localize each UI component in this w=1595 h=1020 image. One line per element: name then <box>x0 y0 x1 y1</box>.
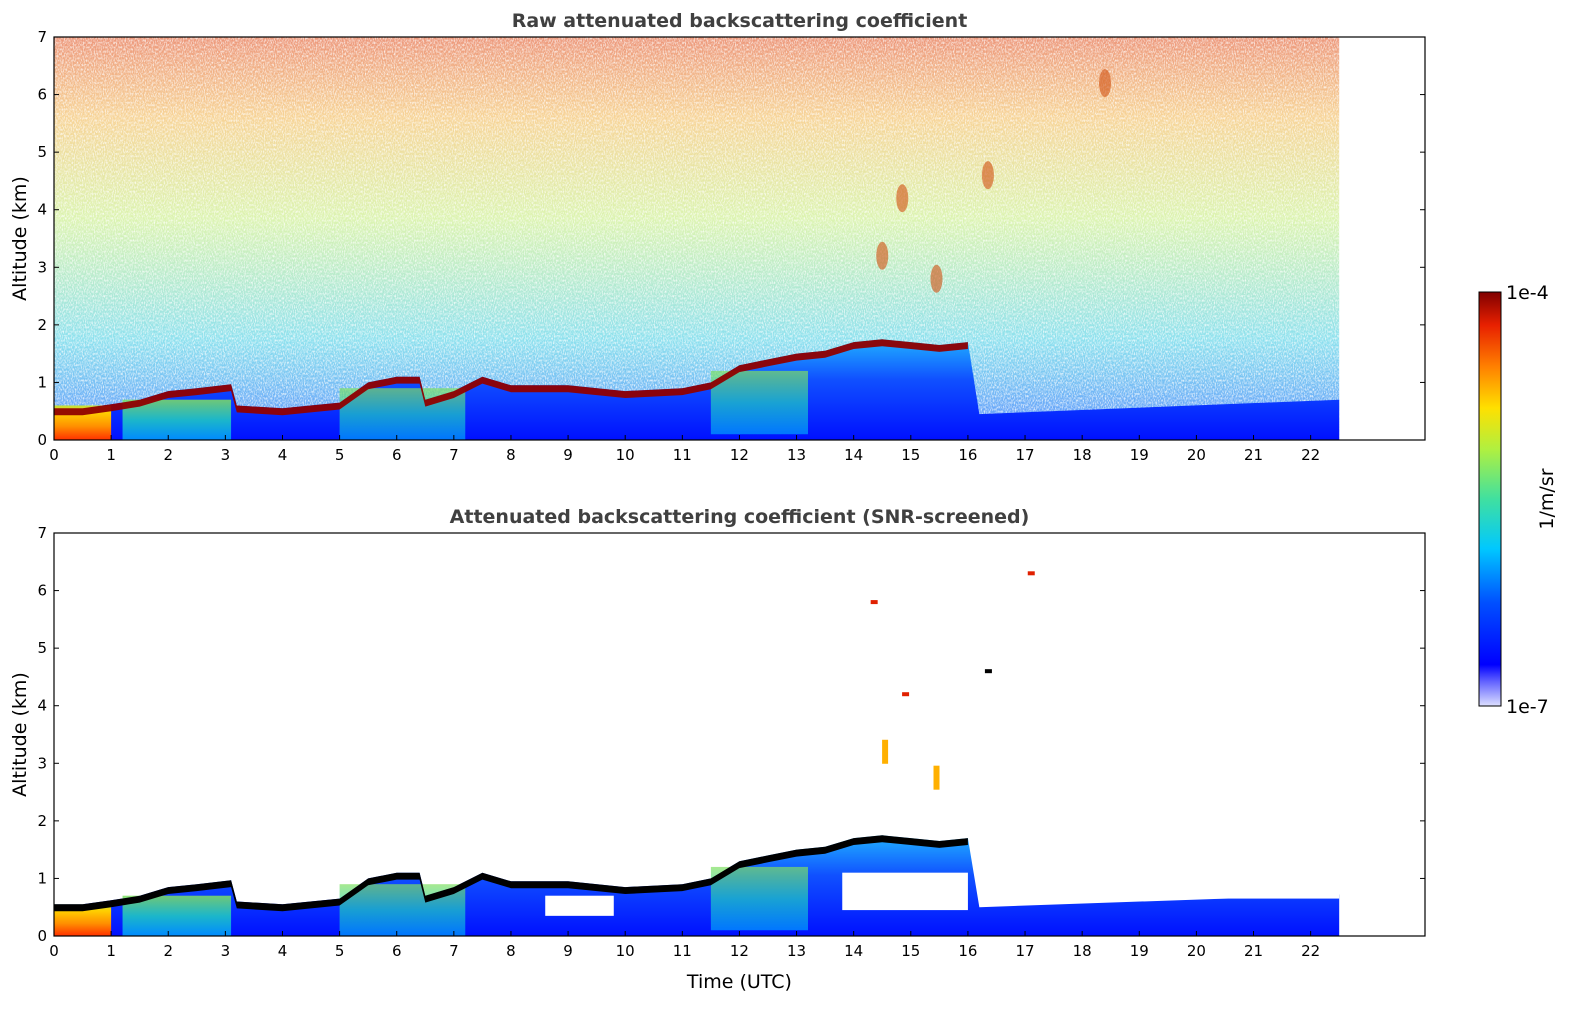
x-tick-label: 7 <box>449 942 459 960</box>
screened-gap <box>979 866 1340 899</box>
x-tick-label: 3 <box>221 446 231 464</box>
x-tick-label: 15 <box>901 942 920 960</box>
y-tick-label: 0 <box>37 927 47 945</box>
colorbar-max-label: 1e-4 <box>1506 282 1549 304</box>
screened-gap <box>545 895 614 916</box>
x-tick-label: 4 <box>278 942 288 960</box>
mixed-layer-3 <box>710 866 808 931</box>
x-tick-label: 11 <box>673 942 692 960</box>
x-tick-label: 1 <box>106 942 116 960</box>
cloud-feature <box>930 264 943 293</box>
x-tick-label: 20 <box>1187 942 1206 960</box>
x-tick-label: 14 <box>844 446 863 464</box>
x-tick-label: 8 <box>506 942 516 960</box>
y-tick-label: 5 <box>37 639 47 657</box>
x-tick-label: 21 <box>1244 446 1263 464</box>
colorbar-unit-label: 1/m/sr <box>1536 468 1558 529</box>
y-tick-label: 1 <box>37 869 47 887</box>
mixed-layer <box>122 895 232 936</box>
x-tick-label: 14 <box>844 942 863 960</box>
x-tick-label: 8 <box>506 446 516 464</box>
y-axis-label: Altitude (km) <box>9 176 31 301</box>
x-tick-label: 6 <box>392 446 402 464</box>
panel-title: Attenuated backscattering coefficient (S… <box>450 506 1030 528</box>
panel-title: Raw attenuated backscattering coefficien… <box>512 10 968 32</box>
raw-backscatter-panel: Raw attenuated backscattering coefficien… <box>9 10 1426 464</box>
y-tick-label: 3 <box>37 258 47 276</box>
x-tick-label: 2 <box>163 446 173 464</box>
x-tick-label: 9 <box>563 446 573 464</box>
x-tick-label: 18 <box>1073 942 1092 960</box>
y-tick-label: 4 <box>37 697 47 715</box>
x-tick-label: 0 <box>49 446 59 464</box>
snr-screened-panel: Attenuated backscattering coefficient (S… <box>9 506 1426 993</box>
x-tick-label: 22 <box>1301 942 1320 960</box>
colorbar-min-label: 1e-7 <box>1506 696 1549 718</box>
x-tick-label: 6 <box>392 942 402 960</box>
x-tick-label: 13 <box>787 942 806 960</box>
cloud-feature <box>870 600 878 605</box>
y-tick-label: 7 <box>37 524 47 542</box>
y-tick-label: 0 <box>37 431 47 449</box>
cloud-feature <box>1027 571 1035 576</box>
colorbar: 1e-4 1e-7 1/m/sr <box>1478 282 1558 718</box>
x-tick-label: 17 <box>1015 446 1034 464</box>
x-tick-label: 12 <box>730 446 749 464</box>
y-axis-label: Altitude (km) <box>9 672 31 797</box>
x-tick-label: 22 <box>1301 446 1320 464</box>
screened-gap <box>842 872 968 911</box>
cloud-feature <box>984 669 992 674</box>
x-tick-label: 20 <box>1187 446 1206 464</box>
cloud-feature <box>876 241 889 270</box>
cloud-feature <box>1099 69 1112 98</box>
y-tick-label: 7 <box>37 28 47 46</box>
noise-speckle <box>54 37 1340 440</box>
cloud-feature <box>933 765 940 790</box>
x-tick-label: 0 <box>49 942 59 960</box>
y-tick-label: 6 <box>37 582 47 600</box>
y-tick-label: 2 <box>37 316 47 334</box>
y-tick-label: 6 <box>37 86 47 104</box>
x-tick-label: 1 <box>106 446 116 464</box>
x-tick-label: 18 <box>1073 446 1092 464</box>
x-tick-label: 5 <box>335 942 345 960</box>
x-tick-label: 4 <box>278 446 288 464</box>
x-tick-label: 16 <box>958 942 977 960</box>
x-tick-label: 13 <box>787 446 806 464</box>
x-tick-label: 7 <box>449 446 459 464</box>
cloud-feature <box>981 161 994 190</box>
x-tick-label: 5 <box>335 446 345 464</box>
x-tick-label: 10 <box>616 942 635 960</box>
mixed-layer-3 <box>710 370 808 435</box>
cloud-feature <box>882 739 889 764</box>
x-tick-label: 2 <box>163 942 173 960</box>
x-tick-label: 16 <box>958 446 977 464</box>
y-tick-label: 3 <box>37 754 47 772</box>
x-axis-label: Time (UTC) <box>686 971 792 993</box>
colorbar-gradient <box>1478 291 1502 707</box>
cloud-feature <box>902 692 910 697</box>
x-tick-label: 19 <box>1130 942 1149 960</box>
x-tick-label: 17 <box>1015 942 1034 960</box>
x-tick-label: 10 <box>616 446 635 464</box>
x-tick-label: 12 <box>730 942 749 960</box>
x-tick-label: 11 <box>673 446 692 464</box>
y-tick-label: 5 <box>37 143 47 161</box>
x-tick-label: 21 <box>1244 942 1263 960</box>
x-tick-label: 3 <box>221 942 231 960</box>
y-tick-label: 2 <box>37 812 47 830</box>
y-tick-label: 4 <box>37 201 47 219</box>
x-tick-label: 19 <box>1130 446 1149 464</box>
x-tick-label: 15 <box>901 446 920 464</box>
mixed-layer <box>122 399 232 440</box>
x-tick-label: 9 <box>563 942 573 960</box>
cloud-feature <box>896 184 909 213</box>
y-tick-label: 1 <box>37 373 47 391</box>
